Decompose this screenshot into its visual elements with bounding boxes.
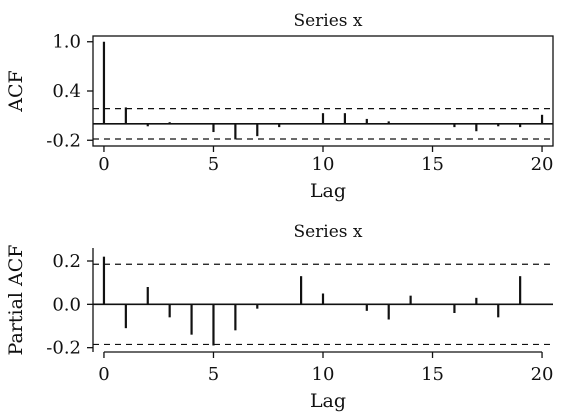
y-tick-label: -0.2 <box>46 338 81 359</box>
x-tick-label: 20 <box>531 154 554 175</box>
chart-title: Series x <box>293 11 362 31</box>
plot-frame <box>92 35 554 147</box>
x-axis-label: Lag <box>310 390 346 412</box>
x-tick-label: 15 <box>421 154 444 175</box>
x-tick-label: 20 <box>531 364 554 385</box>
x-tick-label: 5 <box>208 364 219 385</box>
y-tick-label: 0.2 <box>52 251 81 272</box>
y-axis-label: Partial ACF <box>5 245 27 356</box>
y-axis-label: ACF <box>5 70 27 112</box>
pacf-panel: Series x 0 5 10 15 20 0.2 0.0 -0.2 Lag Partial ACF <box>5 222 554 412</box>
y-tick-label: 0.0 <box>52 294 81 315</box>
x-tick-label: 0 <box>98 364 109 385</box>
acf-panel: Series x 0 5 10 15 20 1.0 0.4 -0.2 Lag ACF <box>5 11 554 202</box>
x-tick-label: 5 <box>208 154 219 175</box>
x-tick-label: 10 <box>312 364 335 385</box>
y-tick-label: 1.0 <box>52 32 81 53</box>
x-tick-label: 15 <box>421 364 444 385</box>
chart-title: Series x <box>293 222 362 242</box>
y-tick-label: -0.2 <box>46 130 81 151</box>
y-tick-label: 0.4 <box>52 81 81 102</box>
x-axis-label: Lag <box>310 180 346 202</box>
x-tick-label: 0 <box>98 154 109 175</box>
x-tick-label: 10 <box>312 154 335 175</box>
